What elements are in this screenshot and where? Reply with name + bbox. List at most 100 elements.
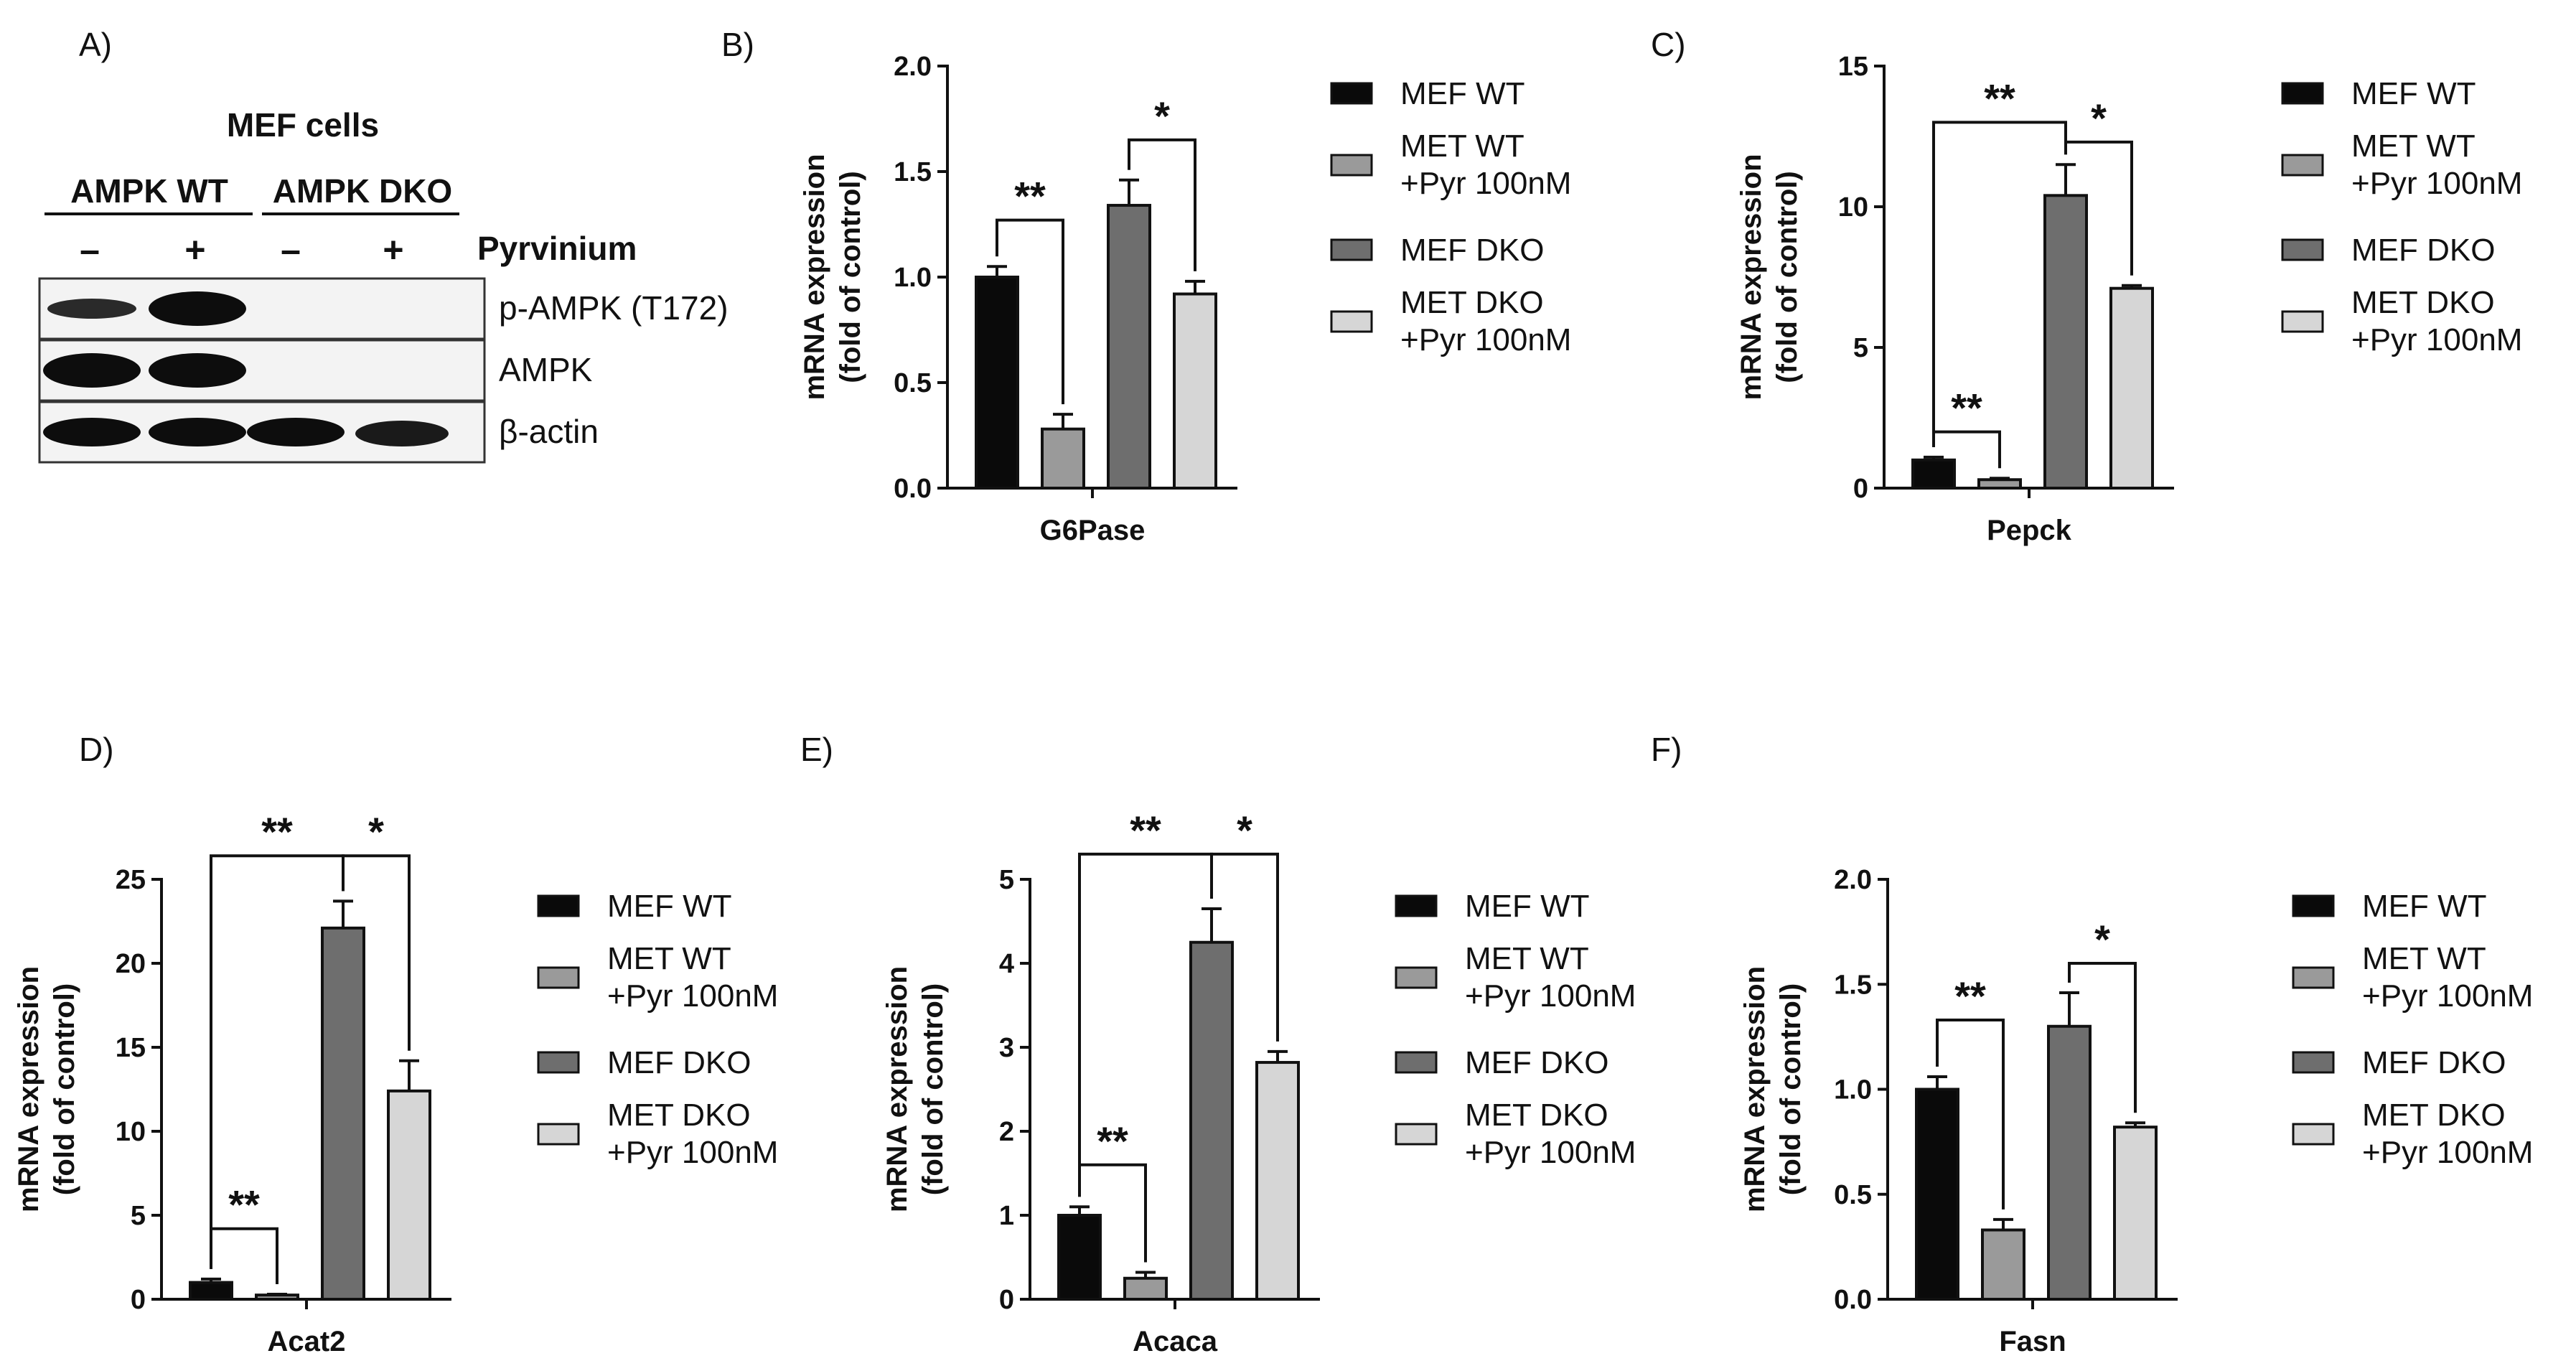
legend-swatch-fasn (2292, 1123, 2335, 1146)
panel-label-pepck: C) (1651, 26, 1686, 63)
significance-bracket-acat2 (342, 854, 411, 1051)
bar-g6pase (1041, 427, 1085, 490)
legend-label-pepck: +Pyr 100nM (2351, 166, 2522, 201)
legend-label-acaca: +Pyr 100nM (1465, 1135, 1636, 1170)
legend-swatch-acat2 (537, 894, 580, 917)
legend-label-g6pase: MET DKO (1400, 285, 1544, 320)
y-tick-label-g6pase: 0.5 (894, 368, 932, 398)
significance-label-fasn: * (2094, 917, 2110, 962)
y-tick-label-acat2: 15 (116, 1033, 146, 1063)
significance-label-g6pase: * (1154, 93, 1170, 139)
y-axis-label-g6pase: (fold of control) (835, 171, 866, 383)
x-axis-label-pepck: Pepck (1987, 515, 2072, 546)
y-tick-label-pepck: 10 (1838, 192, 1868, 223)
panel-label-a: A) (79, 26, 112, 63)
y-tick-label-acaca: 2 (999, 1117, 1014, 1147)
bar-g6pase (975, 276, 1019, 490)
bar-acat2 (255, 1294, 299, 1301)
y-tick-label-fasn: 1.0 (1834, 1075, 1872, 1105)
panel-label-fasn: F) (1651, 731, 1682, 768)
significance-bracket-pepck (1932, 121, 2067, 447)
bar-pepck (2043, 194, 2088, 490)
panel-a-western-blot: A) MEF cells AMPK WT AMPK DKO – + – + Py… (38, 26, 729, 464)
y-tick-label-fasn: 1.5 (1834, 970, 1872, 1000)
legend-label-acat2: MET DKO (607, 1098, 751, 1133)
legend-swatch-acaca (1395, 1051, 1438, 1074)
significance-bracket-g6pase (996, 218, 1064, 405)
significance-label-g6pase: ** (1014, 174, 1046, 219)
legend-label-acaca: MEF WT (1465, 889, 1590, 924)
legend-swatch-pepck (2281, 154, 2324, 177)
legend-swatch-g6pase (1330, 82, 1373, 105)
chart-panel-f: F) 0.0 0.5 1.0 1.5 2.0 Fasn mRNA expression (fol… (1651, 731, 2533, 1357)
band-label-ampk: AMPK (499, 351, 593, 388)
y-tick-label-acaca: 3 (999, 1033, 1014, 1063)
y-tick-label-pepck: 5 (1853, 333, 1868, 363)
y-tick-label-acat2: 0 (131, 1285, 146, 1315)
significance-bracket-acaca (1210, 852, 1279, 1042)
significance-label-pepck: * (2091, 95, 2107, 141)
bar-acaca (1255, 1061, 1300, 1301)
y-axis-label-acaca: (fold of control) (917, 983, 949, 1195)
panel-label-g6pase: B) (721, 26, 754, 63)
y-tick-label-fasn: 2.0 (1834, 865, 1872, 895)
y-tick-label-acaca: 4 (999, 949, 1014, 979)
chart-panel-b: B) 0.0 0.5 1.0 1.5 2.0 G6Pase mRNA expression (f… (721, 26, 1571, 546)
legend-swatch-acat2 (537, 1123, 580, 1146)
bar-acaca (1123, 1276, 1168, 1301)
band-label-p-ampk: p-AMPK (T172) (499, 289, 729, 327)
significance-label-acaca: ** (1097, 1118, 1128, 1164)
significance-label-pepck: ** (1984, 75, 2015, 121)
y-tick-label-acat2: 5 (131, 1201, 146, 1231)
panel-label-acat2: D) (79, 731, 114, 768)
significance-bracket-pepck (2064, 140, 2133, 276)
significance-label-pepck: ** (1951, 385, 1982, 431)
y-axis-label-acat2: mRNA expression (13, 966, 45, 1212)
legend-label-g6pase: +Pyr 100nM (1400, 322, 1571, 357)
legend-label-acaca: +Pyr 100nM (1465, 978, 1636, 1014)
legend-label-pepck: MEF DKO (2351, 233, 2495, 268)
y-tick-label-pepck: 0 (1853, 474, 1868, 504)
band-b-actin-lane3 (247, 418, 345, 446)
y-tick-label-acat2: 20 (116, 949, 146, 979)
y-tick-label-g6pase: 0.0 (894, 474, 932, 504)
significance-label-acaca: * (1237, 808, 1252, 853)
y-tick-label-g6pase: 2.0 (894, 52, 932, 82)
bar-g6pase (1107, 204, 1151, 490)
legend-swatch-g6pase (1330, 238, 1373, 261)
legend-label-pepck: MET DKO (2351, 285, 2495, 320)
bar-acat2 (189, 1281, 233, 1301)
legend-label-acat2: MEF DKO (607, 1045, 751, 1080)
y-tick-label-acaca: 1 (999, 1201, 1014, 1231)
significance-label-acat2: ** (228, 1182, 260, 1227)
lane-sign-4: + (383, 230, 403, 270)
y-axis-label-fasn: (fold of control) (1775, 983, 1807, 1195)
legend-label-acat2: MEF WT (607, 889, 732, 924)
band-ampk-lane2 (149, 353, 246, 388)
blot-title: MEF cells (227, 106, 379, 144)
y-tick-label-g6pase: 1.5 (894, 157, 932, 187)
legend-label-fasn: MEF WT (2362, 889, 2487, 924)
bar-acat2 (321, 926, 365, 1301)
band-p-ampk-lane1 (47, 299, 136, 319)
y-tick-label-acaca: 0 (999, 1285, 1014, 1315)
bar-fasn (1981, 1228, 2025, 1301)
bar-acat2 (387, 1089, 431, 1301)
significance-bracket-g6pase (1128, 138, 1196, 271)
legend-label-acaca: MET WT (1465, 941, 1589, 976)
legend-label-fasn: +Pyr 100nM (2362, 1135, 2533, 1170)
blot-group-ampk-wt: AMPK WT (70, 172, 228, 210)
y-axis-label-pepck: mRNA expression (1736, 154, 1767, 400)
significance-bracket-fasn (1936, 1018, 2005, 1210)
chart-panel-e: E) 0 1 2 3 4 5 Acaca mRNA expression (fold of con… (800, 731, 1636, 1357)
bar-pepck (1911, 458, 1956, 490)
legend-label-fasn: +Pyr 100nM (2362, 978, 2533, 1014)
legend-label-fasn: MEF DKO (2362, 1045, 2506, 1080)
legend-label-acat2: +Pyr 100nM (607, 1135, 778, 1170)
bar-g6pase (1173, 292, 1217, 490)
panel-label-acaca: E) (800, 731, 833, 768)
band-b-actin-lane1 (43, 418, 141, 446)
y-tick-label-pepck: 15 (1838, 52, 1868, 82)
y-tick-label-g6pase: 1.0 (894, 263, 932, 293)
legend-swatch-fasn (2292, 966, 2335, 989)
